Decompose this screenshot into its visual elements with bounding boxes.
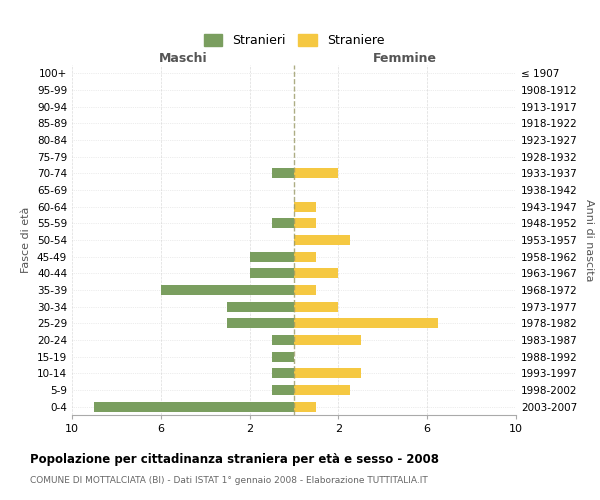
Bar [272, 218, 294, 228]
Bar [94, 402, 294, 411]
Bar [250, 252, 294, 262]
Y-axis label: Fasce di età: Fasce di età [22, 207, 31, 273]
Text: Popolazione per cittadinanza straniera per età e sesso - 2008: Popolazione per cittadinanza straniera p… [30, 452, 439, 466]
Bar [294, 318, 438, 328]
Bar [294, 252, 316, 262]
Bar [294, 268, 338, 278]
Bar [227, 318, 294, 328]
Bar [294, 168, 338, 178]
Bar [294, 218, 316, 228]
Bar [272, 385, 294, 395]
Bar [294, 335, 361, 345]
Y-axis label: Anni di nascita: Anni di nascita [584, 198, 594, 281]
Bar [294, 368, 361, 378]
Bar [272, 335, 294, 345]
Bar [272, 352, 294, 362]
Text: COMUNE DI MOTTALCIATA (BI) - Dati ISTAT 1° gennaio 2008 - Elaborazione TUTTITALI: COMUNE DI MOTTALCIATA (BI) - Dati ISTAT … [30, 476, 428, 485]
Bar [272, 368, 294, 378]
Bar [161, 285, 294, 295]
Bar [294, 385, 349, 395]
Bar [294, 302, 338, 312]
Bar [294, 202, 316, 211]
Bar [272, 168, 294, 178]
Legend: Stranieri, Straniere: Stranieri, Straniere [199, 29, 389, 52]
Text: Femmine: Femmine [373, 52, 437, 65]
Bar [294, 235, 349, 245]
Bar [227, 302, 294, 312]
Text: Maschi: Maschi [158, 52, 208, 65]
Bar [294, 402, 316, 411]
Bar [250, 268, 294, 278]
Bar [294, 285, 316, 295]
